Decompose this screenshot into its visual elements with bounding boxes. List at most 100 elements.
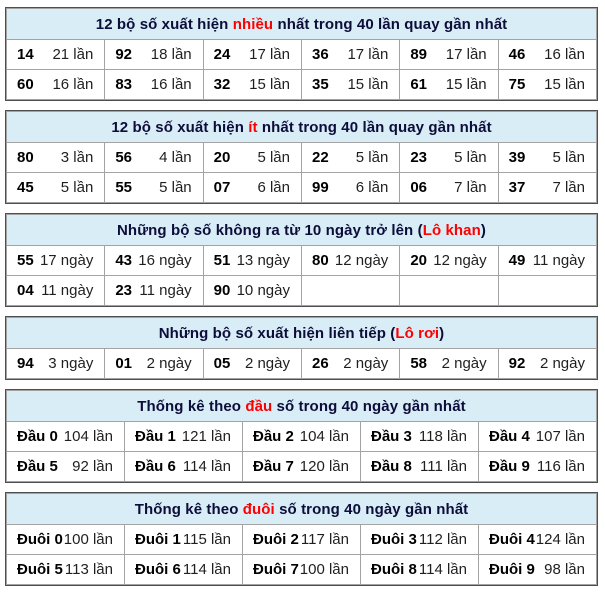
pair-count: 17 lần <box>347 46 389 63</box>
tail-digit-stats-grid: Thống kê theo đuôi số trong 40 ngày gần … <box>6 493 597 585</box>
stats-table-least-frequent: 12 bộ số xuất hiện ít nhất trong 40 lần … <box>5 110 598 204</box>
pair-cell-content: 43 16 ngày <box>105 246 202 275</box>
pair-number: 99 <box>311 179 329 196</box>
pair-number: 45 <box>17 179 34 196</box>
pair-cell: 06 7 lần <box>399 172 499 203</box>
pair-cell-content: 26 2 ngày <box>302 349 399 378</box>
table-title-head-digit-stats: Thống kê theo đầu số trong 40 ngày gần n… <box>6 390 597 422</box>
pair-cell: 04 11 ngày <box>5 275 106 306</box>
pair-cell: 45 5 lần <box>5 172 106 203</box>
pair-number: 01 <box>115 355 133 372</box>
pair-cell: 36 17 lần <box>300 39 401 70</box>
pair-cell-content: 20 5 lần <box>204 143 301 172</box>
pair-cell: 90 10 ngày <box>202 275 302 306</box>
pair-number: 51 <box>213 252 231 269</box>
pair-count: 112 lần <box>418 531 467 548</box>
pair-cell: 83 16 lần <box>104 69 204 100</box>
lo-khan-grid: Những bộ số không ra từ 10 ngày trở lên … <box>5 214 598 306</box>
pair-count: 6 lần <box>355 179 389 196</box>
pair-cell-content: Đầu 0 104 lần <box>7 422 124 451</box>
head-digit-stats-grid: Thống kê theo đầu số trong 40 ngày gần n… <box>6 390 597 482</box>
table-row: Đầu 0 104 lần Đầu 1 121 lần Đầu 2 104 lần Đầu … <box>6 421 597 452</box>
pair-cell: Đầu 6 114 lần <box>124 451 243 482</box>
pair-cell-content: 14 21 lần <box>7 40 104 69</box>
pair-cell: 94 3 ngày <box>5 348 106 379</box>
pair-cell-content: 01 2 ngày <box>105 349 202 378</box>
pair-cell: 20 5 lần <box>202 142 302 173</box>
pair-cell: Đầu 7 120 lần <box>242 451 361 482</box>
pair-number: 20 <box>213 149 231 166</box>
pair-count: 111 lần <box>420 458 467 475</box>
pair-cell: 37 7 lần <box>497 172 598 203</box>
pair-count: 5 lần <box>159 179 192 196</box>
pair-cell-content: Đuôi 4 124 lần <box>479 525 596 554</box>
pair-count: 15 lần <box>544 76 585 93</box>
pair-count: 114 lần <box>182 458 231 475</box>
pair-number: Đuôi 9 <box>489 561 535 578</box>
pair-count: 116 lần <box>536 458 585 475</box>
pair-cell-content: 58 2 ngày <box>400 349 497 378</box>
pair-cell-content: Đuôi 0 100 lần <box>7 525 124 554</box>
pair-cell: 80 3 lần <box>5 142 106 173</box>
pair-cell: 01 2 ngày <box>104 348 204 379</box>
pair-cell-content: 24 17 lần <box>204 40 301 69</box>
stats-table-head-digit-stats: Thống kê theo đầu số trong 40 ngày gần n… <box>5 389 598 483</box>
pair-number: Đầu 7 <box>253 458 294 475</box>
pair-count: 5 lần <box>552 149 585 166</box>
pair-cell: 99 6 lần <box>300 172 401 203</box>
pair-number: 94 <box>17 355 34 372</box>
pair-cell: Đuôi 2 117 lần <box>242 524 361 555</box>
pair-cell-content: 92 18 lần <box>105 40 202 69</box>
pair-count: 15 lần <box>347 76 389 93</box>
pair-number: 60 <box>17 76 34 93</box>
title-text: số trong 40 ngày gần nhất <box>272 397 466 415</box>
pair-cell: Đuôi 4 124 lần <box>478 524 597 555</box>
pair-number: 20 <box>410 252 427 269</box>
pair-count: 2 ngày <box>244 355 290 372</box>
pair-number: 75 <box>508 76 526 93</box>
pair-cell-content: 56 4 lần <box>105 143 202 172</box>
pair-number: 92 <box>115 46 133 63</box>
pair-count: 12 ngày <box>433 252 487 269</box>
table-row: Đuôi 0 100 lần Đuôi 1 115 lần Đuôi 2 117 lần Đ… <box>6 524 597 555</box>
pair-cell-content: Đầu 7 120 lần <box>243 452 360 481</box>
pair-cell: 46 16 lần <box>497 39 598 70</box>
pair-number: Đầu 1 <box>135 428 176 445</box>
pair-cell-content: Đầu 2 104 lần <box>243 422 360 451</box>
pair-cell: 05 2 ngày <box>202 348 302 379</box>
pair-count: 5 lần <box>355 149 389 166</box>
pair-cell: Đầu 9 116 lần <box>478 451 597 482</box>
pair-cell-content: 55 5 lần <box>105 173 202 202</box>
table-row: 60 16 lần 83 16 lần 32 15 lần 35 15 lần 61 15 lần… <box>5 69 598 100</box>
title-text: nhất trong 40 lần quay gần nhất <box>273 15 508 33</box>
pair-cell-content: Đuôi 7 100 lần <box>243 555 360 584</box>
pair-cell: Đầu 5 92 lần <box>6 451 125 482</box>
pair-count: 15 lần <box>445 76 487 93</box>
pair-cell-content: Đuôi 3 112 lần <box>361 525 478 554</box>
pair-number: Đuôi 1 <box>135 531 181 548</box>
title-highlight: Lô rơi <box>395 324 440 342</box>
pair-number: 80 <box>311 252 329 269</box>
pair-number: Đầu 6 <box>135 458 176 475</box>
pair-count: 121 lần <box>181 428 231 445</box>
pair-cell: 07 6 lần <box>202 172 302 203</box>
pair-cell-content: Đuôi 2 117 lần <box>243 525 360 554</box>
title-highlight: đầu <box>245 397 273 415</box>
pair-cell: 51 13 ngày <box>202 245 302 276</box>
pair-cell-content: 80 12 ngày <box>302 246 399 275</box>
pair-count: 12 ngày <box>334 252 389 269</box>
table-title-lo-roi: Những bộ số xuất hiện liên tiếp (Lô rơi) <box>6 317 597 349</box>
pair-cell-content: 07 6 lần <box>204 173 301 202</box>
pair-cell-content: Đuôi 6 114 lần <box>125 555 242 584</box>
pair-count: 113 lần <box>64 561 113 578</box>
pair-cell <box>399 275 499 306</box>
table-title-least-frequent: 12 bộ số xuất hiện ít nhất trong 40 lần … <box>6 111 597 143</box>
pair-count: 15 lần <box>249 76 290 93</box>
pair-count: 16 lần <box>544 46 585 63</box>
pair-number: Đầu 3 <box>371 428 412 445</box>
pair-cell-content: 83 16 lần <box>105 70 202 99</box>
pair-count: 21 lần <box>52 46 94 63</box>
pair-number: 32 <box>213 76 231 93</box>
stats-tables-container: 12 bộ số xuất hiện nhiều nhất trong 40 l… <box>5 7 598 586</box>
pair-number: 90 <box>213 282 231 299</box>
